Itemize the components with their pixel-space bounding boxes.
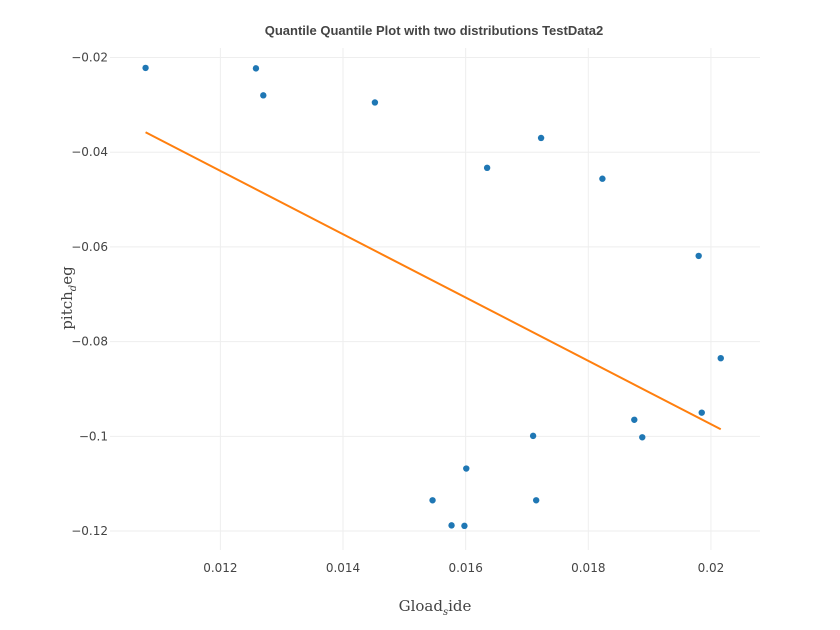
data-point	[631, 416, 638, 423]
data-point	[532, 497, 540, 504]
x-tick-label: 0.018	[571, 561, 605, 575]
data-point	[371, 99, 379, 106]
data-point	[429, 497, 436, 504]
data-point	[461, 522, 468, 530]
data-point	[695, 252, 702, 260]
reference-line	[145, 131, 722, 431]
data-point	[529, 432, 537, 440]
x-tick-labels: 0.012 0.014 0.016 0.018 0.02	[203, 561, 724, 575]
data-point	[599, 175, 606, 182]
data-point	[448, 522, 455, 529]
x-tick-label: 0.012	[203, 561, 237, 575]
data-point	[537, 134, 545, 142]
y-tick-label: −0.1	[79, 429, 108, 443]
data-point	[698, 409, 705, 416]
x-tick-label: 0.02	[698, 561, 725, 575]
data-point	[639, 434, 646, 441]
y-tick-label: −0.08	[71, 335, 108, 349]
chart-title: Quantile Quantile Plot with two distribu…	[265, 23, 604, 38]
data-point	[717, 354, 724, 362]
x-tick-label: 0.014	[326, 561, 360, 575]
grid-lines	[110, 48, 760, 550]
data-point	[463, 465, 470, 472]
y-tick-label: −0.02	[71, 50, 108, 64]
data-point	[142, 64, 149, 72]
reference-line-layer	[145, 131, 722, 431]
y-axis-title: pitchdeg	[58, 266, 79, 330]
data-point	[483, 164, 491, 172]
y-tick-label: −0.12	[71, 524, 108, 538]
x-axis-title: Gloadside	[399, 597, 472, 618]
data-points	[142, 64, 724, 530]
y-tick-label: −0.04	[71, 145, 108, 159]
x-tick-label: 0.016	[448, 561, 482, 575]
data-point	[252, 65, 260, 72]
data-point	[260, 92, 267, 99]
y-tick-label: −0.06	[71, 240, 108, 254]
y-tick-labels: −0.02 −0.04 −0.06 −0.08 −0.1 −0.12	[71, 50, 108, 538]
